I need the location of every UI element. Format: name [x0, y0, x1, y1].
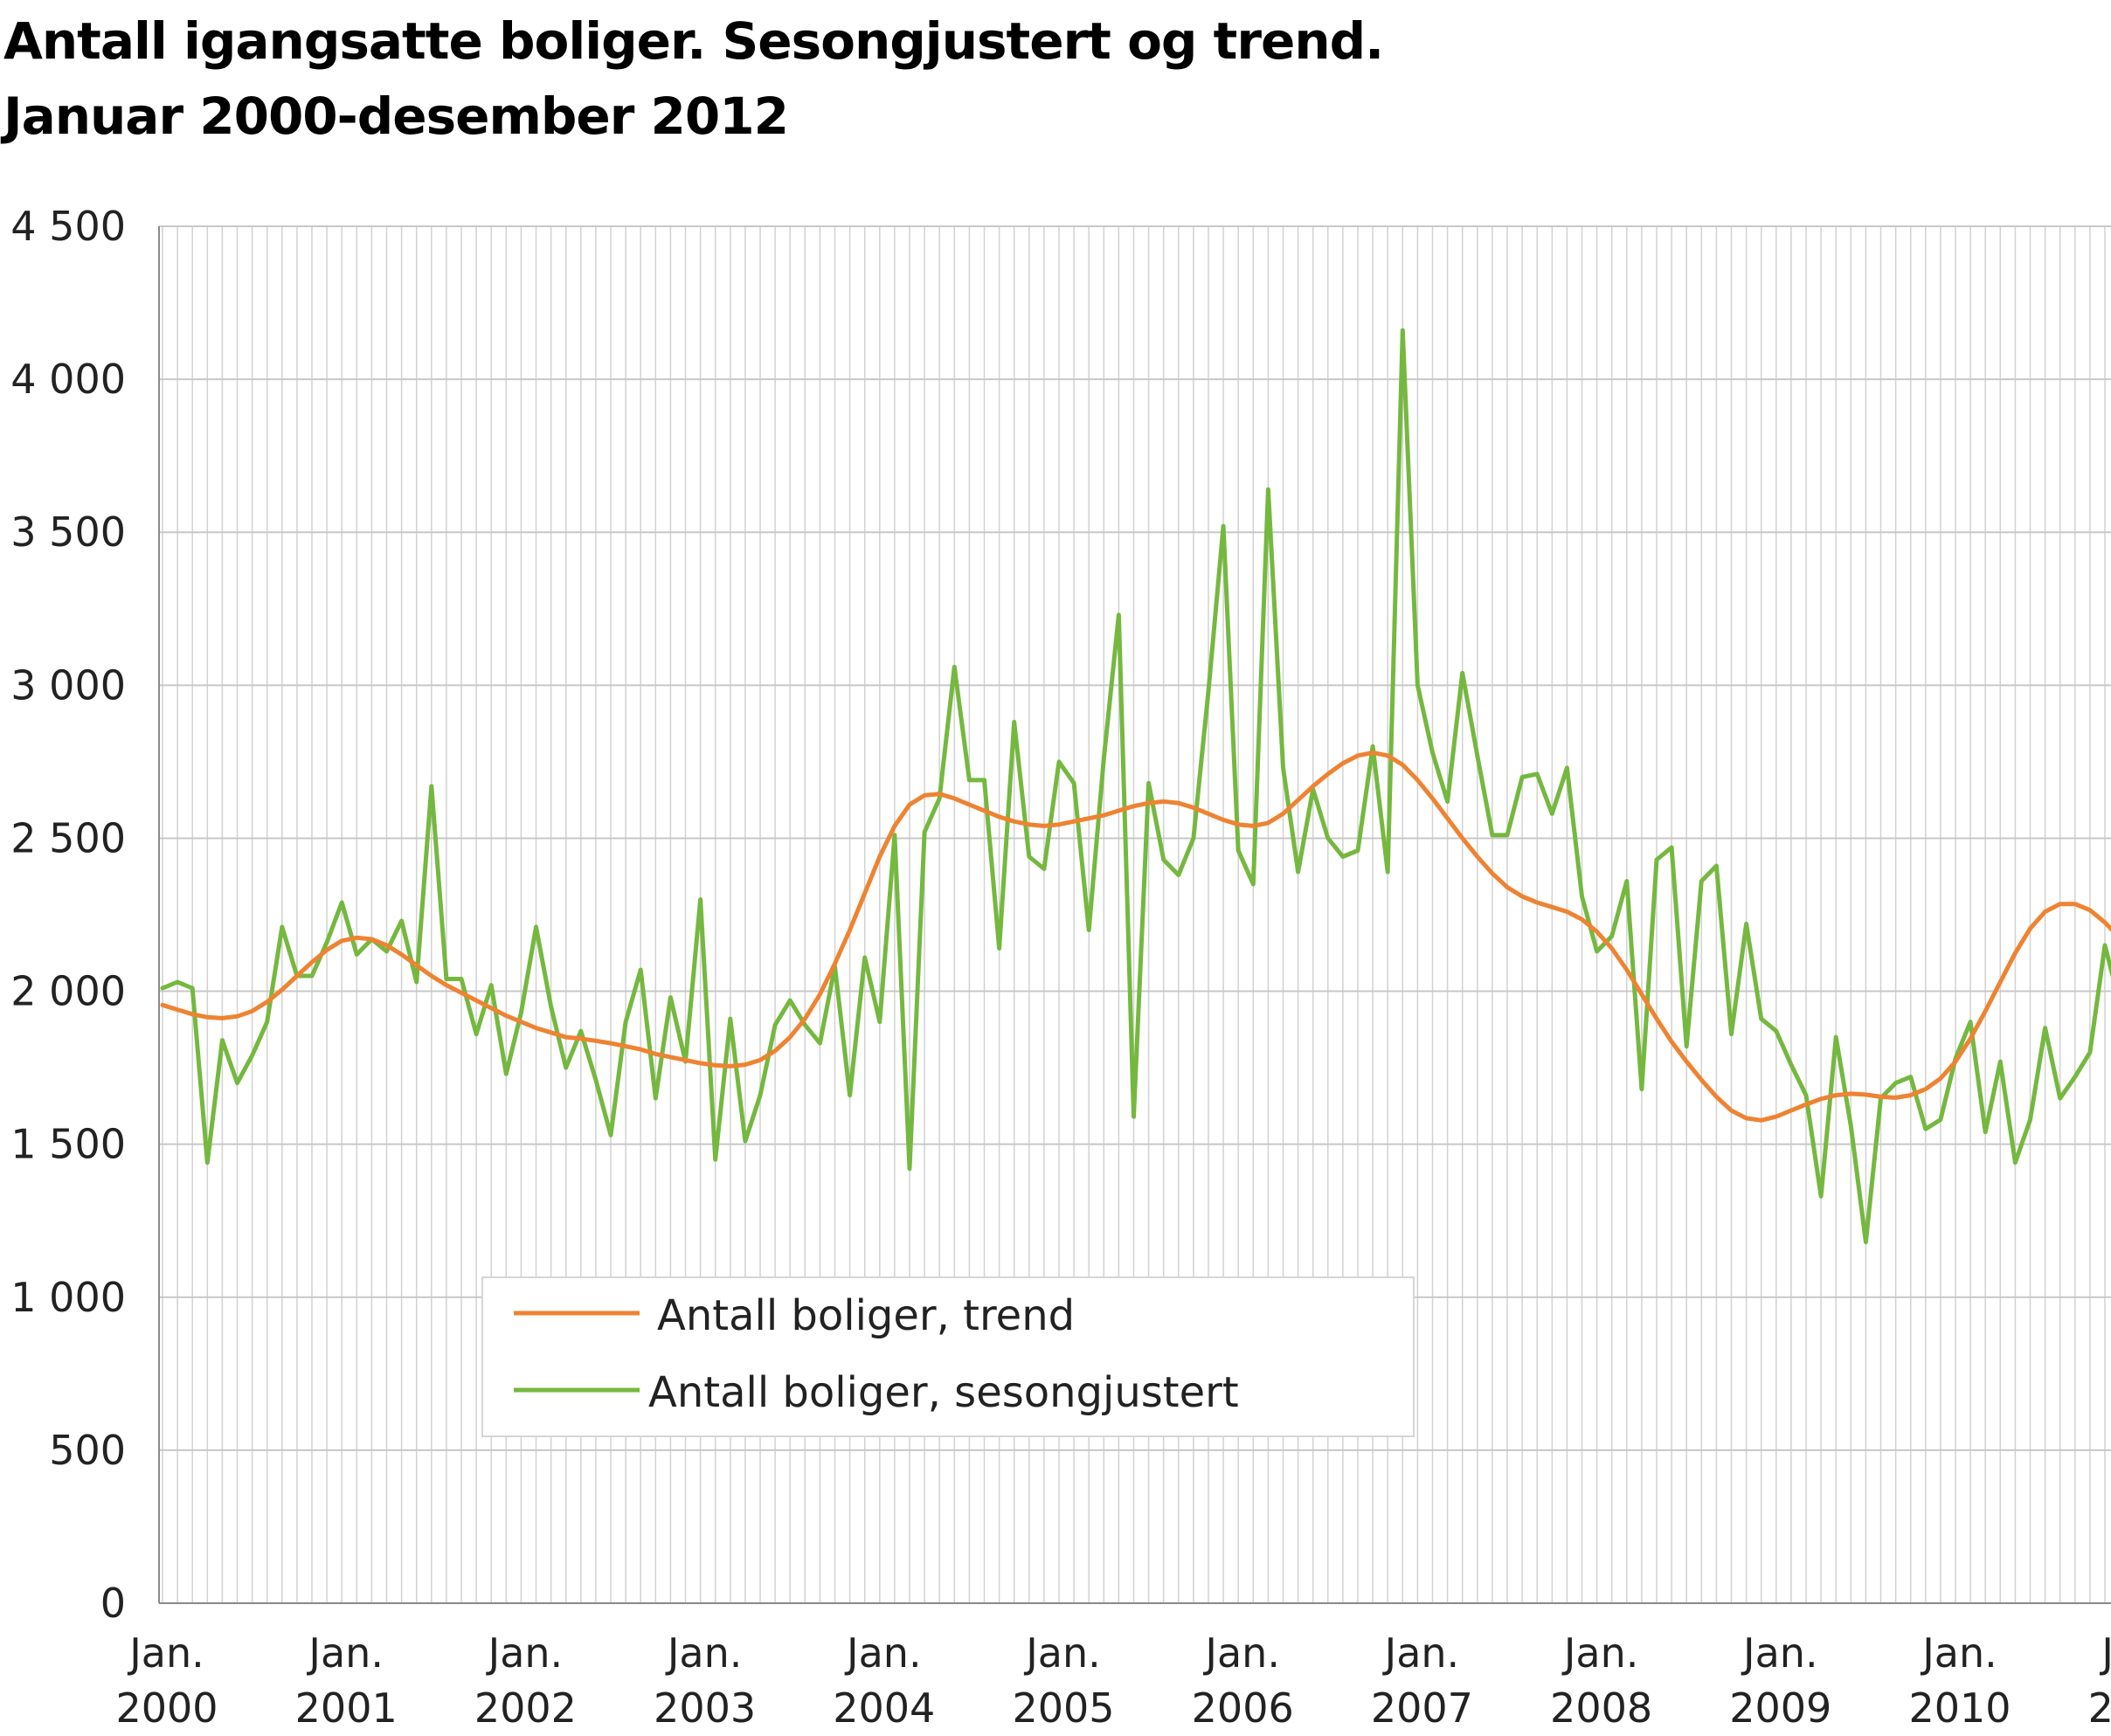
legend-box [481, 1276, 1415, 1437]
x-tick-label-month: Jan. [844, 1629, 922, 1677]
x-tick-label-month: Jan. [1382, 1629, 1460, 1677]
horizontal-gridlines [159, 225, 2111, 1451]
x-tick-label-month: Jan. [1561, 1629, 1639, 1677]
x-tick-label-month: Jan. [127, 1629, 204, 1677]
x-tick-label-month: Jan. [2099, 1629, 2111, 1677]
x-tick-labels: Jan. 2000 Jan. 2001 Jan. 2002 Jan. 2003 Jan. 2004… [115, 1629, 2111, 1732]
y-tick-label: 0 [100, 1580, 126, 1627]
legend-label-seasonally-adjusted: Antall boliger, sesongjustert [648, 1368, 1239, 1417]
series-lines [160, 328, 2111, 1245]
series-line-trend [160, 750, 2111, 1123]
x-tick-label-year: 2009 [1729, 1684, 1831, 1732]
x-tick-label-year: 2011 [2088, 1684, 2111, 1732]
x-tick-label-year: 2002 [474, 1684, 577, 1732]
x-tick-label-year: 2004 [833, 1684, 935, 1732]
x-tick-label-year: 2005 [1012, 1684, 1114, 1732]
x-tick-label-month: Jan. [1741, 1629, 1818, 1677]
y-tick-label: 4 500 [10, 203, 126, 250]
x-tick-label-month: Jan. [1202, 1629, 1280, 1677]
x-tick-label-month: Jan. [486, 1629, 564, 1677]
x-tick-label-year: 2000 [115, 1684, 218, 1732]
x-tick-label-year: 2007 [1371, 1684, 1473, 1732]
x-tick-label-year: 2001 [295, 1684, 398, 1732]
x-tick-label-year: 2008 [1550, 1684, 1652, 1732]
y-tick-label: 1 500 [10, 1121, 126, 1168]
legend-label-trend: Antall boliger, trend [657, 1291, 1075, 1340]
y-tick-label: 500 [49, 1427, 126, 1474]
x-tick-label-month: Jan. [1920, 1629, 1997, 1677]
series-line-seasonally-adjusted [160, 328, 2111, 1245]
y-tick-labels: 0 500 1 000 1 500 2 000 2 500 3 000 3 500 4 000 4… [10, 203, 126, 1627]
y-tick-label: 3 500 [10, 508, 126, 556]
y-tick-label: 2 000 [10, 968, 126, 1015]
x-tick-label-month: Jan. [306, 1629, 384, 1677]
x-tick-label-year: 2010 [1908, 1684, 2011, 1732]
chart-subtitle: Januar 2000-desember 2012 [3, 86, 789, 146]
chart-title-line1: Antall igangsatte boliger. Sesongjustert… [3, 11, 1384, 71]
chart-title: Antall igangsatte boliger. Sesongjustert… [3, 3, 1384, 154]
x-tick-label-year: 2006 [1192, 1684, 1294, 1732]
y-tick-label: 4 000 [10, 356, 126, 403]
y-tick-label: 3 000 [10, 661, 126, 709]
x-tick-label-month: Jan. [1023, 1629, 1101, 1677]
y-tick-label: 1 000 [10, 1274, 126, 1321]
legend: Antall boliger, trend Antall boliger, se… [481, 1276, 1415, 1437]
x-tick-label-year: 2003 [654, 1684, 756, 1732]
x-tick-label-month: Jan. [665, 1629, 743, 1677]
y-tick-label: 2 500 [10, 814, 126, 861]
